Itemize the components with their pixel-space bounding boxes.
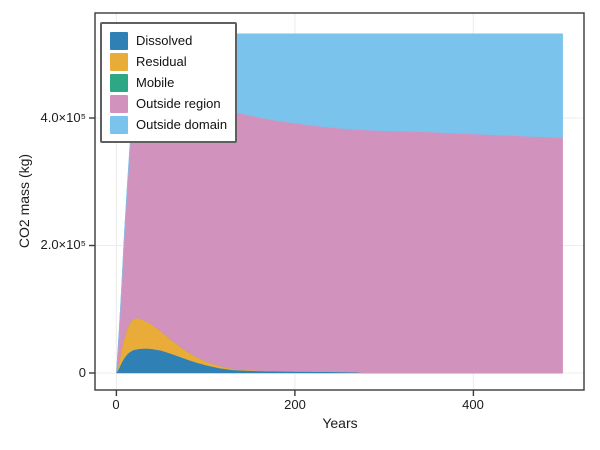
legend-item-outside-region: Outside region [110,93,227,114]
legend-item-outside-domain: Outside domain [110,114,227,135]
legend-item-mobile: Mobile [110,72,227,93]
legend-swatch-mobile [110,73,128,92]
x-tick-label: 200 [284,397,306,412]
x-tick-label: 400 [462,397,484,412]
x-tick-label: 0 [112,397,120,412]
legend-swatch-outside-region [110,94,128,113]
y-tick-label: 4.0×10⁵ [40,110,86,125]
legend-label-mobile: Mobile [136,75,175,90]
legend-item-residual: Residual [110,51,227,72]
y-tick-label: 0 [78,365,86,380]
legend-swatch-residual [110,52,128,71]
y-tick-label: 2.0×10⁵ [40,237,86,252]
legend-label-dissolved: Dissolved [136,33,193,48]
legend: Dissolved Residual Mobile Outside region… [100,22,237,143]
legend-label-outside-region: Outside region [136,96,221,111]
legend-swatch-dissolved [110,31,128,50]
legend-label-residual: Residual [136,54,187,69]
legend-swatch-outside-domain [110,115,128,134]
y-axis-label: CO2 mass (kg) [16,153,32,249]
legend-label-outside-domain: Outside domain [136,117,228,132]
x-axis-label: Years [322,415,358,431]
legend-item-dissolved: Dissolved [110,30,227,51]
axes-spines [94,12,585,391]
